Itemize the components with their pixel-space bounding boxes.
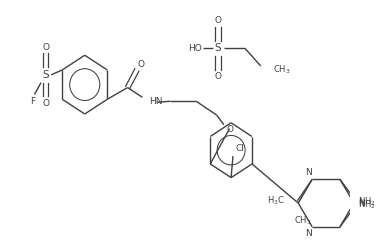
- Text: O: O: [137, 60, 144, 69]
- Text: O: O: [42, 43, 49, 52]
- Text: NH$_2$: NH$_2$: [358, 195, 376, 208]
- Text: N: N: [305, 168, 312, 177]
- Text: H$_3$C: H$_3$C: [267, 195, 284, 207]
- Text: N: N: [305, 229, 312, 238]
- Text: O: O: [215, 17, 221, 25]
- Text: O: O: [42, 99, 49, 108]
- Text: F: F: [30, 97, 35, 106]
- Text: CH$_3$: CH$_3$: [294, 215, 312, 227]
- Text: O: O: [215, 72, 221, 81]
- Text: HO: HO: [188, 44, 202, 53]
- Text: S: S: [42, 70, 49, 80]
- Text: HN: HN: [149, 97, 162, 106]
- Text: O: O: [227, 125, 234, 134]
- Text: NH$_2$: NH$_2$: [358, 198, 376, 211]
- Text: Cl: Cl: [236, 144, 245, 153]
- Text: CH$_3$: CH$_3$: [273, 64, 290, 76]
- Text: S: S: [215, 43, 221, 53]
- Text: N: N: [358, 198, 365, 208]
